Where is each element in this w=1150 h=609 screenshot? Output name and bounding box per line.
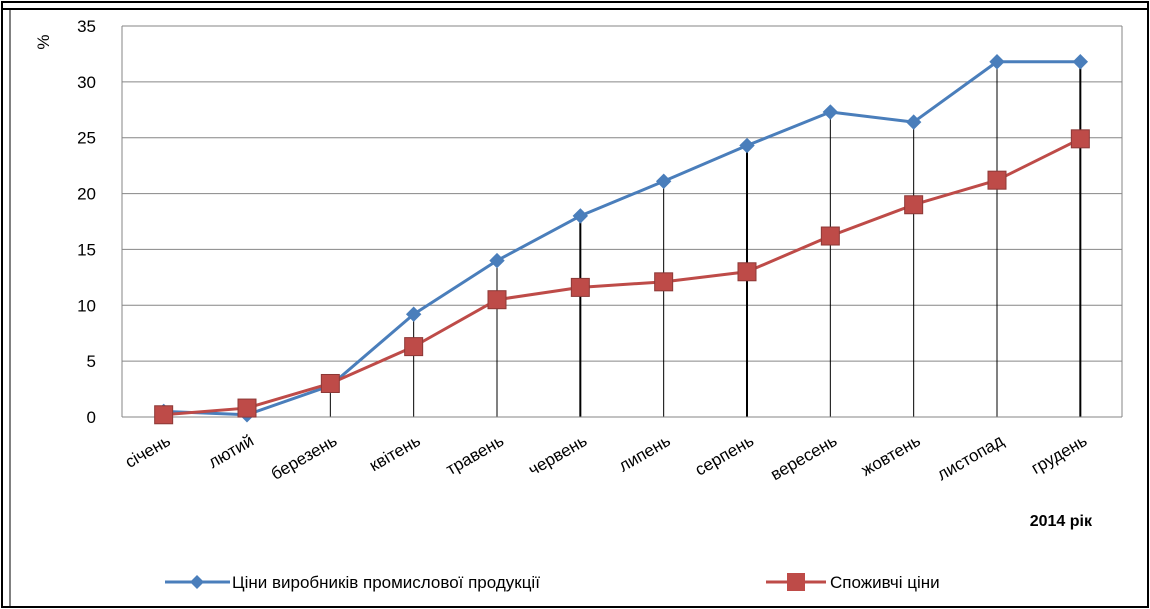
series-group bbox=[154, 54, 1090, 425]
x-category-label: березень bbox=[268, 431, 341, 484]
y-tick-label: 10 bbox=[77, 296, 96, 315]
data-point-consumer bbox=[320, 373, 340, 393]
gridlines bbox=[122, 25, 1122, 362]
data-point-consumer bbox=[820, 226, 840, 246]
x-category-label: листопад bbox=[934, 431, 1007, 484]
drop-lines bbox=[163, 61, 1082, 417]
data-point-producer bbox=[739, 137, 755, 154]
data-point-consumer bbox=[487, 290, 507, 310]
data-point-consumer bbox=[237, 398, 257, 418]
x-category-label: серпень bbox=[692, 431, 757, 480]
data-point-producer bbox=[572, 208, 589, 224]
x-axis-title: 2014 рік bbox=[1030, 513, 1093, 530]
y-tick-label: 20 bbox=[77, 185, 96, 204]
data-point-producer bbox=[989, 54, 1005, 70]
data-point-consumer bbox=[737, 262, 757, 282]
data-point-consumer bbox=[404, 337, 424, 357]
axes bbox=[121, 26, 1123, 418]
series-line-consumer bbox=[163, 137, 1081, 417]
data-point-producer bbox=[405, 306, 422, 322]
legend-marker-consumer bbox=[787, 573, 805, 591]
legend-label-producer: Ціни виробників промислової продукції bbox=[232, 573, 540, 592]
data-point-producer bbox=[905, 114, 922, 130]
series-line-producer bbox=[163, 60, 1081, 417]
x-category-label: липень bbox=[615, 431, 673, 476]
data-point-consumer bbox=[570, 277, 590, 297]
data-point-producer bbox=[655, 173, 672, 189]
y-tick-label: 0 bbox=[87, 408, 96, 427]
data-point-consumer bbox=[904, 195, 924, 215]
legend: Ціни виробників промислової продукції Сп… bbox=[165, 573, 940, 592]
legend-marker-producer bbox=[190, 575, 204, 589]
x-category-label: квітень bbox=[366, 431, 424, 475]
data-point-consumer bbox=[654, 272, 674, 292]
legend-label-consumer: Споживчі ціни bbox=[830, 573, 940, 592]
x-category-label: січень bbox=[122, 431, 174, 472]
y-tick-label: 15 bbox=[77, 240, 96, 259]
x-category-label: лютий bbox=[205, 431, 257, 472]
data-point-consumer bbox=[987, 170, 1007, 190]
data-point-consumer bbox=[1070, 129, 1090, 149]
x-category-label: травень bbox=[443, 431, 507, 479]
data-point-producer bbox=[489, 252, 505, 269]
y-tick-label: 25 bbox=[77, 129, 96, 148]
data-point-producer bbox=[822, 104, 839, 120]
y-tick-label: 30 bbox=[77, 73, 96, 92]
y-axis-label: % bbox=[34, 34, 53, 49]
y-tick-label: 35 bbox=[77, 17, 96, 36]
data-point-producer bbox=[1072, 54, 1089, 70]
data-point-consumer bbox=[154, 405, 174, 425]
y-tick-label: 5 bbox=[87, 352, 96, 371]
x-category-label: червень bbox=[525, 431, 590, 480]
x-category-label: вересень bbox=[767, 431, 840, 484]
y-tick-labels: 0 5 10 15 20 25 30 35 bbox=[77, 17, 96, 427]
x-category-label: жовтень bbox=[858, 431, 924, 480]
x-category-labels: січень лютий березень квітень травень червень… bbox=[122, 431, 1091, 484]
x-category-label: грудень bbox=[1028, 431, 1090, 478]
